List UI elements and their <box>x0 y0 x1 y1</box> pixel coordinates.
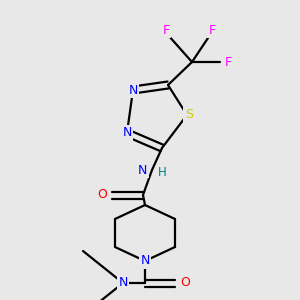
Text: H: H <box>158 166 167 178</box>
Text: F: F <box>208 23 216 37</box>
Text: N: N <box>128 83 138 97</box>
Text: F: F <box>162 23 169 37</box>
Text: N: N <box>118 277 128 290</box>
Text: N: N <box>138 164 147 176</box>
Text: N: N <box>122 127 132 140</box>
Text: O: O <box>97 188 107 202</box>
Text: N: N <box>140 254 150 268</box>
Text: O: O <box>180 277 190 290</box>
Text: F: F <box>224 56 232 68</box>
Text: S: S <box>185 109 193 122</box>
